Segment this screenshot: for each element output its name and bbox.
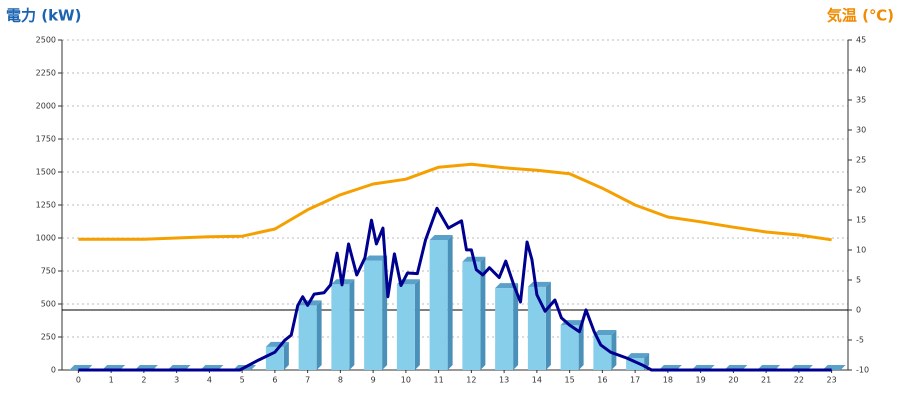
bar-front (396, 284, 415, 370)
x-tick-label: 12 (466, 376, 476, 385)
bar-side (316, 300, 322, 370)
x-tick-label: 9 (371, 376, 376, 385)
y-tick-label: 0 (51, 366, 56, 375)
bar (364, 255, 388, 370)
y2-tick-label: -5 (856, 336, 864, 345)
y-tick-label: 1750 (36, 135, 56, 144)
bar (593, 330, 617, 370)
line (78, 162, 832, 242)
bar-side (480, 256, 486, 370)
x-tick-label: 20 (728, 376, 738, 385)
line (78, 206, 832, 372)
bar (429, 234, 453, 370)
x-tick-label: 16 (597, 376, 607, 385)
x-tick-label: 15 (565, 376, 575, 385)
y-axis-title: 電力 (kW) (6, 7, 81, 25)
bar-top (527, 281, 551, 287)
x-tick-label: 0 (76, 376, 81, 385)
x-tick-label: 8 (338, 376, 343, 385)
x-tick-label: 1 (109, 376, 114, 385)
x-tick-label: 4 (207, 376, 212, 385)
bar (560, 320, 584, 370)
y2-tick-label: 5 (856, 276, 861, 285)
bar (331, 279, 355, 370)
bar-front (298, 305, 317, 370)
x-tick-label: 6 (272, 376, 277, 385)
x-tick-label: 19 (696, 376, 706, 385)
y2-tick-label: 0 (856, 306, 861, 315)
bar (462, 256, 486, 370)
y-tick-label: 2500 (36, 36, 56, 45)
bar-top (593, 330, 617, 336)
bar-front (560, 325, 579, 370)
y-tick-label: 250 (41, 333, 56, 342)
x-tick-label: 14 (532, 376, 542, 385)
bar-top (429, 234, 453, 240)
x-tick-label: 10 (401, 376, 411, 385)
bar-front (462, 261, 481, 370)
y2-axis-title: 気温 (℃) (827, 7, 894, 25)
bar-front (495, 288, 514, 370)
bar-top (364, 255, 388, 261)
x-tick-label: 18 (663, 376, 673, 385)
y2-tick-label: 30 (856, 126, 866, 135)
bar-front (331, 284, 350, 370)
y2-tick-label: 45 (856, 36, 866, 45)
bar (298, 300, 322, 370)
x-tick-label: 11 (434, 376, 444, 385)
bar (527, 281, 551, 370)
y2-tick-label: 15 (856, 216, 866, 225)
bar-front (429, 239, 448, 370)
bar-side (545, 281, 551, 370)
y-tick-label: 1500 (36, 168, 56, 177)
y2-tick-label: 25 (856, 156, 866, 165)
bar-side (283, 341, 289, 370)
y2-tick-label: 10 (856, 246, 866, 255)
x-tick-label: 23 (827, 376, 837, 385)
bar-side (349, 279, 355, 370)
bar-front (265, 346, 284, 370)
x-tick-label: 7 (305, 376, 310, 385)
x-tick-label: 2 (141, 376, 146, 385)
bar (495, 283, 519, 370)
x-tick-label: 21 (761, 376, 771, 385)
x-tick-label: 13 (499, 376, 509, 385)
bar-side (611, 330, 617, 370)
bar-side (414, 279, 420, 370)
bar-side (513, 283, 519, 370)
bar-front (626, 358, 645, 370)
x-tick-label: 22 (794, 376, 804, 385)
bar (396, 279, 420, 370)
y2-tick-label: 20 (856, 186, 866, 195)
y-tick-label: 2000 (36, 102, 56, 111)
bar-side (447, 234, 453, 370)
y2-tick-label: 40 (856, 66, 866, 75)
y2-tick-label: -10 (856, 366, 869, 375)
y-tick-label: 500 (41, 300, 56, 309)
x-tick-label: 17 (630, 376, 640, 385)
bar-top (626, 353, 650, 359)
x-tick-label: 5 (240, 376, 245, 385)
bar-front (527, 286, 546, 370)
y-tick-label: 2250 (36, 69, 56, 78)
bar-front (593, 335, 612, 370)
y2-tick-label: 35 (856, 96, 866, 105)
y-tick-label: 1250 (36, 201, 56, 210)
y-tick-label: 1000 (36, 234, 56, 243)
x-tick-label: 3 (174, 376, 179, 385)
bar-front (364, 260, 383, 370)
y-tick-label: 750 (41, 267, 56, 276)
